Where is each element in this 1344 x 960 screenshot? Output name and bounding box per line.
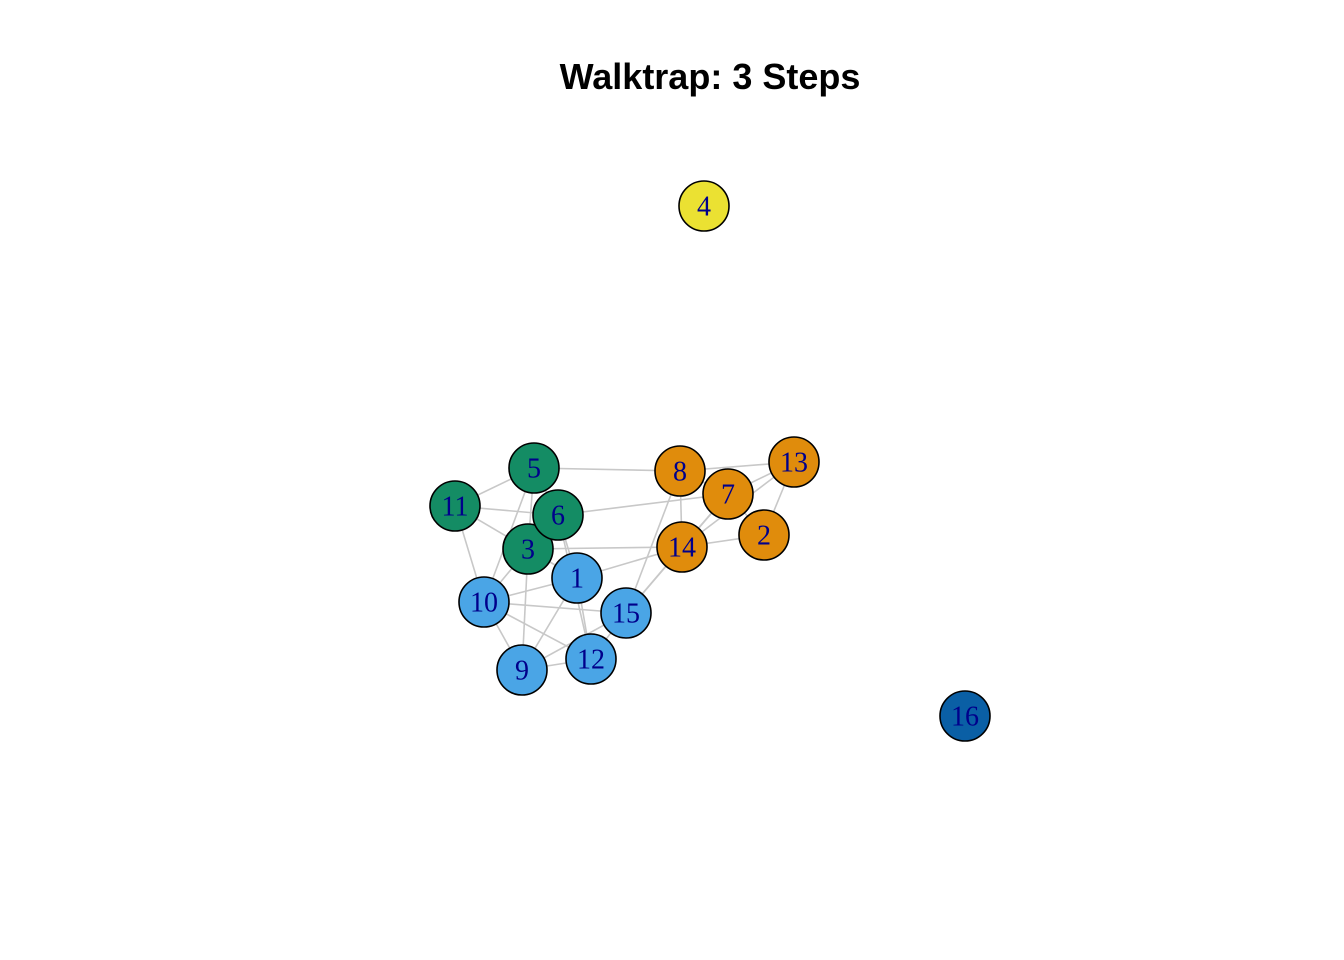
node-circle-1: [551, 552, 603, 604]
node-circle-7: [702, 468, 754, 520]
node-circle-11: [429, 480, 481, 532]
node-label-4: 4: [697, 192, 711, 223]
node-11: 11: [429, 480, 481, 532]
node-circle-12: [565, 633, 617, 685]
node-label-16: 16: [951, 702, 979, 733]
node-label-2: 2: [757, 521, 771, 552]
node-label-12: 12: [577, 645, 605, 676]
node-label-6: 6: [551, 501, 565, 532]
edge-6-7: [557, 493, 729, 516]
node-label-15: 15: [612, 599, 640, 630]
node-circle-5: [508, 442, 560, 494]
node-7: 7: [702, 468, 754, 520]
node-9: 9: [496, 644, 548, 696]
node-label-10: 10: [470, 588, 498, 619]
node-circle-8: [654, 445, 706, 497]
node-12: 12: [565, 633, 617, 685]
node-3: 3: [502, 523, 554, 575]
node-label-11: 11: [442, 492, 469, 523]
node-label-14: 14: [668, 533, 696, 564]
node-label-9: 9: [515, 656, 529, 687]
node-16: 16: [939, 690, 991, 742]
node-circle-6: [532, 489, 584, 541]
node-4: 4: [678, 180, 730, 232]
node-label-13: 13: [780, 448, 808, 479]
node-8: 8: [654, 445, 706, 497]
node-label-7: 7: [721, 480, 735, 511]
node-circle-14: [656, 521, 708, 573]
node-14: 14: [656, 521, 708, 573]
node-circle-16: [939, 690, 991, 742]
node-circle-10: [458, 576, 510, 628]
node-circle-13: [768, 436, 820, 488]
node-1: 1: [551, 552, 603, 604]
node-5: 5: [508, 442, 560, 494]
plot-title: Walktrap: 3 Steps: [559, 56, 861, 97]
node-10: 10: [458, 576, 510, 628]
node-2: 2: [738, 509, 790, 561]
node-13: 13: [768, 436, 820, 488]
node-label-5: 5: [527, 454, 541, 485]
node-circle-9: [496, 644, 548, 696]
node-label-8: 8: [673, 457, 687, 488]
node-6: 6: [532, 489, 584, 541]
node-circle-2: [738, 509, 790, 561]
node-label-3: 3: [521, 535, 535, 566]
node-label-1: 1: [570, 564, 584, 595]
node-circle-3: [502, 523, 554, 575]
node-circle-4: [678, 180, 730, 232]
node-15: 15: [600, 587, 652, 639]
node-circle-15: [600, 587, 652, 639]
